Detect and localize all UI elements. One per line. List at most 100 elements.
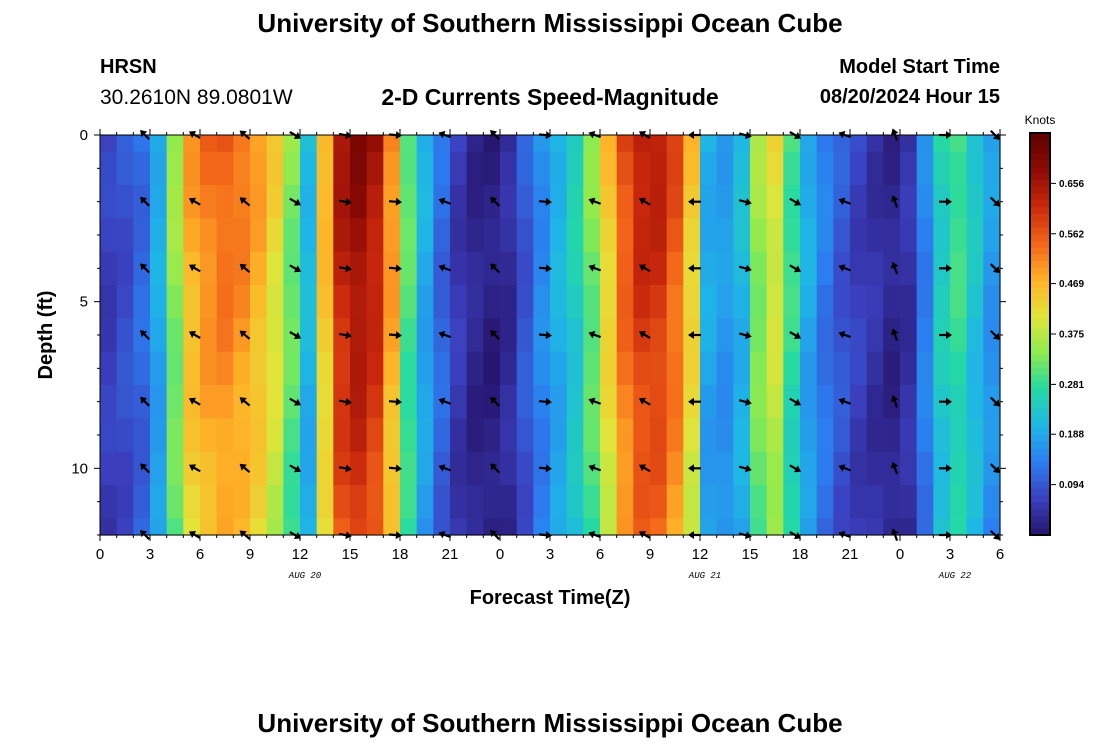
- current-arrow: [289, 331, 302, 339]
- current-arrow: [738, 331, 752, 340]
- heatmap-cell: [950, 251, 968, 286]
- heatmap-cell: [183, 485, 201, 519]
- heatmap-cell: [466, 285, 484, 319]
- current-arrow: [289, 464, 302, 473]
- x-axis-label: Forecast Time(Z): [470, 587, 631, 609]
- heatmap-cell: [733, 151, 751, 186]
- x-tick-label: 9: [246, 546, 254, 563]
- heatmap-cell: [800, 185, 818, 219]
- heatmap-cell: [300, 518, 318, 536]
- heatmap-cell: [566, 351, 584, 386]
- heatmap-cell: [266, 218, 284, 253]
- current-arrow: [789, 331, 802, 339]
- current-arrow: [638, 464, 651, 473]
- heatmap-cell: [333, 285, 351, 319]
- colorbar-segment: [1030, 414, 1050, 422]
- colorbar-segment: [1030, 273, 1050, 281]
- heatmap-cell: [200, 218, 218, 253]
- heatmap-cell: [783, 318, 801, 353]
- colorbar-tick-label: 0.281: [1059, 380, 1084, 391]
- current-arrow: [838, 397, 852, 406]
- heatmap-cell: [700, 451, 718, 486]
- heatmap-cell: [416, 135, 434, 153]
- heatmap-cell: [133, 418, 151, 453]
- heatmap-cell: [316, 285, 334, 319]
- heatmap-cell: [750, 185, 768, 219]
- station-name: HRSN: [100, 56, 157, 78]
- heatmap-cell: [483, 485, 501, 519]
- heatmap-cell: [816, 135, 834, 153]
- heatmap-cell: [700, 251, 718, 286]
- heatmap-cell: [250, 385, 268, 419]
- heatmap-cell: [716, 485, 734, 519]
- heatmap-cell: [350, 151, 368, 186]
- heatmap-cell: [866, 135, 884, 153]
- heatmap-cell: [216, 485, 234, 519]
- heatmap-cell: [216, 185, 234, 219]
- heatmap-cell: [750, 485, 768, 519]
- heatmap-cell: [333, 518, 351, 536]
- heatmap-cell: [816, 451, 834, 486]
- heatmap-cell: [783, 185, 801, 219]
- y-axis-label: Depth (ft): [35, 291, 57, 380]
- heatmap-cell: [966, 351, 984, 386]
- heatmap-cell: [716, 518, 734, 536]
- heatmap-cell: [816, 151, 834, 186]
- heatmap-cell: [583, 135, 601, 153]
- heatmap-cell: [100, 418, 118, 453]
- heatmap-cell: [816, 218, 834, 253]
- heatmap-cell: [733, 251, 751, 286]
- heatmap-cell: [266, 451, 284, 486]
- heatmap-cell: [350, 451, 368, 486]
- heatmap-cell: [283, 485, 301, 519]
- heatmap-cell: [850, 251, 868, 286]
- current-arrow: [688, 264, 701, 273]
- heatmap-cell: [750, 218, 768, 253]
- heatmap-cell: [716, 385, 734, 419]
- heatmap-cell: [316, 218, 334, 253]
- heatmap-cell: [150, 351, 168, 386]
- heatmap-cell: [550, 485, 568, 519]
- colorbar-segment: [1030, 474, 1050, 482]
- heatmap-cell: [600, 218, 618, 253]
- heatmap-cell: [633, 518, 651, 536]
- colorbar-segment: [1030, 173, 1050, 181]
- heatmap-cell: [333, 485, 351, 519]
- heatmap-cell: [683, 151, 701, 186]
- heatmap-cell: [850, 318, 868, 353]
- heatmap-cell: [916, 418, 934, 453]
- heatmap-cell: [650, 351, 668, 386]
- heatmap-cell: [850, 285, 868, 319]
- heatmap-cell: [650, 385, 668, 419]
- heatmap-cell: [316, 135, 334, 153]
- heatmap-cell: [633, 218, 651, 253]
- current-arrow: [239, 330, 251, 340]
- heatmap-cell: [650, 285, 668, 319]
- heatmap-cell: [916, 318, 934, 353]
- current-arrow: [588, 197, 602, 206]
- current-arrow: [638, 264, 651, 273]
- heatmap-cell: [266, 385, 284, 419]
- colorbar-segment: [1030, 454, 1050, 462]
- heatmap-cell: [416, 385, 434, 419]
- current-arrow: [538, 197, 552, 206]
- colorbar-tick-label: 0.469: [1059, 279, 1084, 290]
- heatmap-cell: [666, 285, 684, 319]
- heatmap-cell: [466, 185, 484, 219]
- heatmap-cell: [816, 318, 834, 353]
- heatmap-cell: [400, 135, 418, 153]
- current-arrow: [490, 263, 501, 274]
- heatmap-cell: [366, 351, 384, 386]
- heatmap-cell: [483, 418, 501, 453]
- heatmap-cell: [966, 385, 984, 419]
- heatmap-cell: [650, 485, 668, 519]
- colorbar-segment: [1030, 387, 1050, 395]
- heatmap-cell: [450, 318, 468, 353]
- colorbar-segment: [1030, 434, 1050, 442]
- heatmap-cell: [400, 185, 418, 219]
- heatmap-cell: [783, 151, 801, 186]
- heatmap-cell: [733, 351, 751, 386]
- heatmap-cell: [533, 351, 551, 386]
- heatmap-cell: [650, 151, 668, 186]
- colorbar-tick-label: 0.375: [1059, 330, 1084, 341]
